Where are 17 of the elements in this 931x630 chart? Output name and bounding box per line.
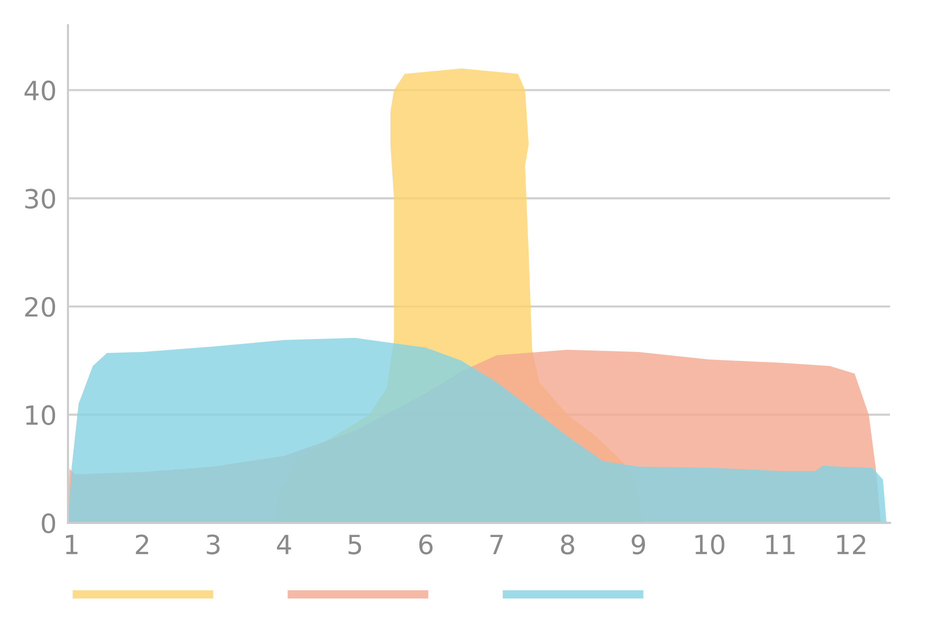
y-tick-label: 0	[42, 513, 56, 534]
x-tick-label: 4	[277, 534, 292, 554]
x-tick-label: 9	[632, 534, 645, 554]
x-tick-label: 12	[837, 534, 866, 554]
x-tick-label: 8	[560, 534, 574, 554]
y-tick-label: 10	[26, 405, 56, 426]
y-tick-label: 20	[25, 296, 56, 317]
x-tick-label: 7	[490, 534, 503, 554]
x-tick-label: 10	[695, 534, 724, 554]
y-tick-label: 40	[24, 80, 56, 101]
x-tick-label: 3	[206, 534, 220, 554]
x-tick-label: 1	[66, 534, 78, 554]
x-tick-label: 2	[136, 534, 148, 554]
y-tick-label: 30	[25, 188, 56, 209]
x-tick-label: 6	[419, 534, 433, 554]
x-tick-label: 11	[766, 534, 795, 554]
x-tick-label: 5	[348, 534, 362, 554]
